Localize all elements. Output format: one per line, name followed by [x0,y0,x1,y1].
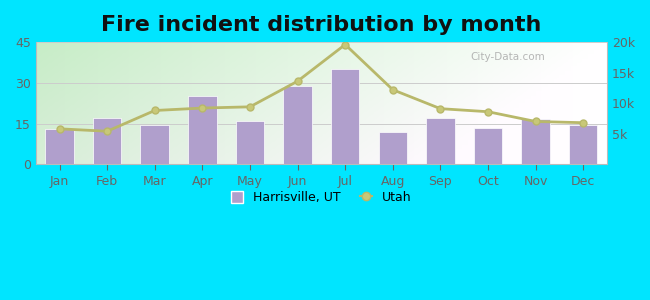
Bar [569,125,597,164]
Bar [236,121,265,164]
Bar [331,69,359,164]
Bar [188,96,216,164]
Bar [46,129,74,164]
Bar [474,128,502,164]
Bar [426,118,454,164]
Text: City-Data.com: City-Data.com [470,52,545,62]
Title: Fire incident distribution by month: Fire incident distribution by month [101,15,541,35]
Legend: Harrisville, UT, Utah: Harrisville, UT, Utah [226,186,417,209]
Bar [93,118,122,164]
Bar [521,119,550,164]
Bar [283,85,312,164]
Bar [140,125,169,164]
Bar [378,132,407,164]
